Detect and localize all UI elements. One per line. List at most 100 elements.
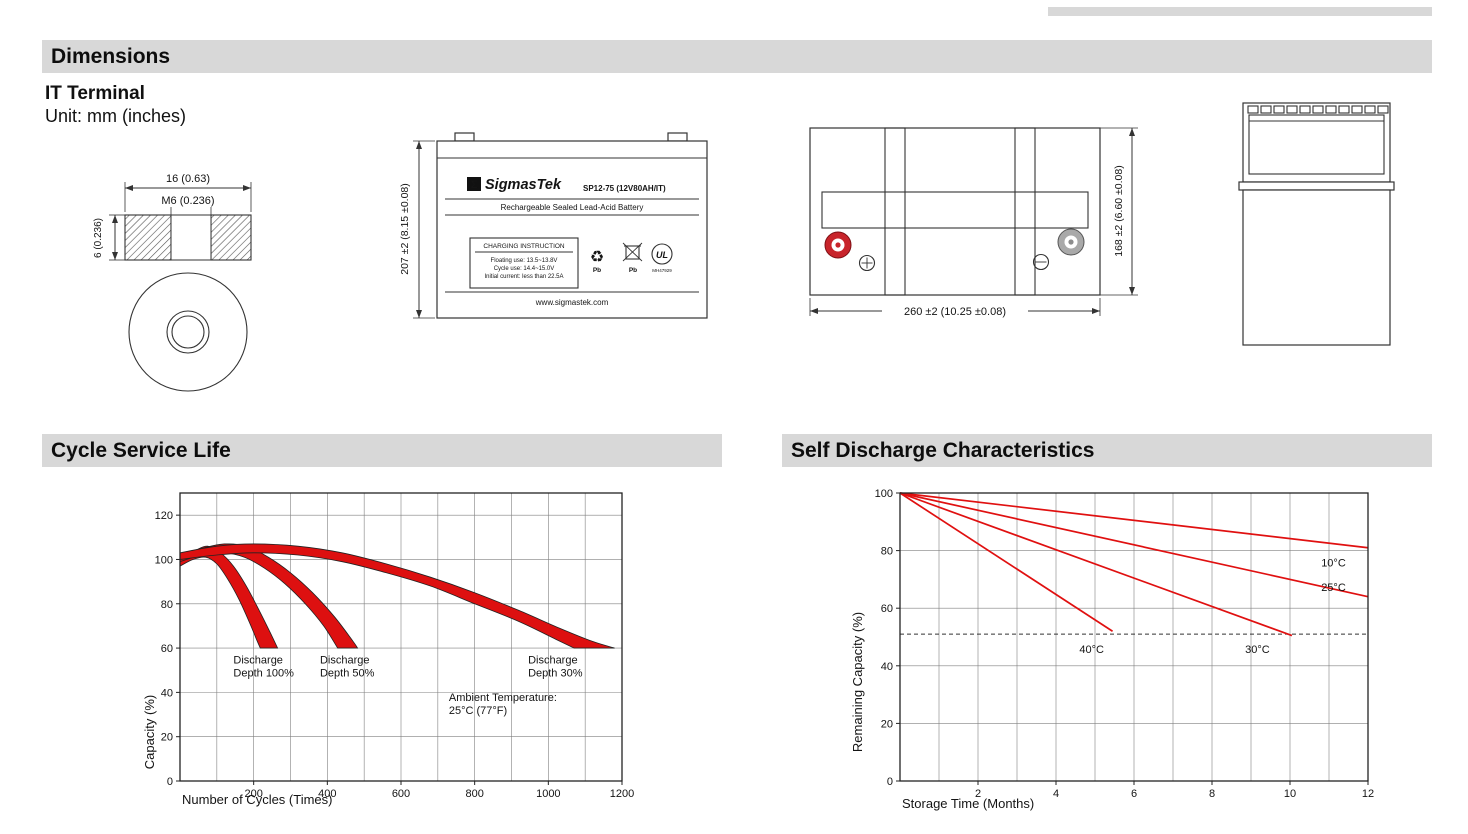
battery-end-view xyxy=(1238,102,1395,346)
x-tick-label: 200 xyxy=(244,788,262,800)
section-title: Cycle Service Life xyxy=(51,438,231,462)
section-header-self-discharge: Self Discharge Characteristics xyxy=(782,434,1432,467)
y-tick-label: 60 xyxy=(161,643,173,655)
x-tick-label: 8 xyxy=(1209,788,1215,800)
chart-annotation: Discharge Depth 100% xyxy=(233,655,294,680)
terminal-height-label: 6 (0.236) xyxy=(93,218,104,258)
series-label: 40°C xyxy=(1079,644,1104,656)
model-number: SP12-75 (12V80AH/IT) xyxy=(583,184,666,193)
series-line xyxy=(899,492,1293,637)
end-view-body xyxy=(1242,189,1391,346)
charging-instruction-box: CHARGING INSTRUCTION Floating use: 13.5~… xyxy=(469,237,579,289)
y-tick-label: 40 xyxy=(161,687,173,699)
series-label: 25°C xyxy=(1321,582,1346,594)
y-tick-label: 20 xyxy=(161,732,173,744)
no-trash-pb-icon: Pb xyxy=(622,242,643,274)
terminal-height-dimension: 6 (0.236) xyxy=(93,214,125,261)
previous-section-bar-edge xyxy=(1048,7,1432,16)
width-dimension: 260 ±2 (10.25 ±0.08) xyxy=(809,298,1101,318)
x-tick-label: 12 xyxy=(1362,788,1374,800)
charging-line-2: Cycle use: 14.4~15.0V xyxy=(494,266,555,272)
x-tick-label: 400 xyxy=(318,788,336,800)
battery-case xyxy=(436,132,708,319)
ul-mark-icon: UL MH47929 xyxy=(651,243,673,273)
series-label: 10°C xyxy=(1321,557,1346,569)
x-axis-title: Number of Cycles (Times) xyxy=(182,792,332,807)
brand-logo: Σ SigmasTek SP12-75 (12V80AH/IT) xyxy=(467,177,666,193)
y-tick-label: 20 xyxy=(881,718,893,730)
x-tick-label: 800 xyxy=(465,788,483,800)
y-tick-label: 80 xyxy=(161,599,173,611)
terminal-width-dimension: 16 (0.63) M6 (0.236) xyxy=(124,173,252,215)
series-line xyxy=(899,492,1114,632)
terminal-cross-section xyxy=(124,214,252,261)
handle-right xyxy=(1014,127,1036,296)
x-tick-label: 2 xyxy=(975,788,981,800)
cycle-service-life-chart: Capacity (%) Number of Cycles (Times) 20… xyxy=(142,492,634,807)
svg-text:UL: UL xyxy=(656,250,668,260)
terminal-type-title: IT Terminal xyxy=(45,83,145,104)
y-axis-title: Capacity (%) xyxy=(142,695,157,769)
website-label: www.sigmastek.com xyxy=(535,298,609,307)
svg-text:Pb: Pb xyxy=(629,267,637,274)
plus-symbol-icon xyxy=(858,254,876,272)
depth-dimension: 168 ±2 (6.60 ±0.08) xyxy=(1100,127,1138,296)
x-tick-label: 6 xyxy=(1131,788,1137,800)
brand-name: SigmasTek xyxy=(485,177,562,193)
y-tick-label: 100 xyxy=(155,554,173,566)
x-tick-label: 4 xyxy=(1053,788,1059,800)
battery-front-view: Σ SigmasTek SP12-75 (12V80AH/IT) Recharg… xyxy=(399,132,708,319)
recycle-pb-icon: ♻ Pb xyxy=(590,249,604,274)
x-tick-label: 1000 xyxy=(536,788,560,800)
y-tick-label: 80 xyxy=(881,546,893,558)
end-view-flange xyxy=(1238,181,1395,191)
y-axis-title: Remaining Capacity (%) xyxy=(850,612,865,752)
terminal-width-label: 16 (0.63) xyxy=(166,173,210,185)
height-dim-label: 207 ±2 (8.15 ±0.08) xyxy=(399,183,411,275)
x-tick-label: 10 xyxy=(1284,788,1296,800)
label-recess xyxy=(821,191,1089,229)
y-tick-label: 120 xyxy=(155,510,173,522)
series-label: 30°C xyxy=(1245,644,1270,656)
handle-left xyxy=(884,127,906,296)
section-title: Dimensions xyxy=(51,44,171,68)
width-dim-label: 260 ±2 (10.25 ±0.08) xyxy=(904,306,1006,318)
terminal-top-view xyxy=(128,272,248,392)
terminal-thread-label: M6 (0.236) xyxy=(161,195,214,207)
y-tick-label: 100 xyxy=(875,488,893,500)
x-tick-label: 1200 xyxy=(610,788,634,800)
self-discharge-chart: Remaining Capacity (%) Storage Time (Mon… xyxy=(850,488,1374,811)
end-view-lid xyxy=(1242,102,1391,183)
charging-line-1: Floating use: 13.5~13.8V xyxy=(491,258,558,264)
y-tick-label: 60 xyxy=(881,603,893,615)
svg-text:♻: ♻ xyxy=(590,249,604,266)
ul-file-number: MH47929 xyxy=(652,268,672,273)
svg-text:Pb: Pb xyxy=(593,267,601,274)
section-header-cycle-life: Cycle Service Life xyxy=(42,434,722,467)
chart-annotation: Ambient Temperature: 25°C (77°F) xyxy=(449,692,557,717)
section-title: Self Discharge Characteristics xyxy=(791,438,1095,462)
discharge-depth-band xyxy=(179,543,615,649)
charging-line-3: Initial current: less than 22.5A xyxy=(484,274,563,280)
x-axis-title: Storage Time (Months) xyxy=(902,796,1034,811)
top-view-case xyxy=(809,127,1101,296)
series-line xyxy=(899,492,1369,598)
y-tick-label: 0 xyxy=(167,776,173,788)
positive-terminal xyxy=(824,231,852,259)
unit-note: Unit: mm (inches) xyxy=(45,106,187,126)
minus-symbol-icon xyxy=(1032,253,1050,271)
battery-type-label: Rechargeable Sealed Lead-Acid Battery xyxy=(501,203,644,212)
series-line xyxy=(899,492,1369,549)
height-dimension: 207 ±2 (8.15 ±0.08) xyxy=(399,140,435,319)
depth-dim-label: 168 ±2 (6.60 ±0.08) xyxy=(1113,165,1125,257)
y-tick-label: 40 xyxy=(881,661,893,673)
charging-title: CHARGING INSTRUCTION xyxy=(483,243,565,250)
x-tick-label: 600 xyxy=(392,788,410,800)
negative-terminal xyxy=(1057,228,1085,256)
terminal-detail-drawing: 16 (0.63) M6 (0.236) 6 (0.236) xyxy=(93,173,252,392)
brand-logo-icon: Σ xyxy=(471,179,478,191)
chart-annotation: Discharge Depth 30% xyxy=(528,655,583,680)
battery-top-view: 168 ±2 (6.60 ±0.08) 260 ±2 (10.25 ±0.08) xyxy=(809,127,1138,318)
section-header-dimensions: Dimensions xyxy=(42,40,1432,73)
